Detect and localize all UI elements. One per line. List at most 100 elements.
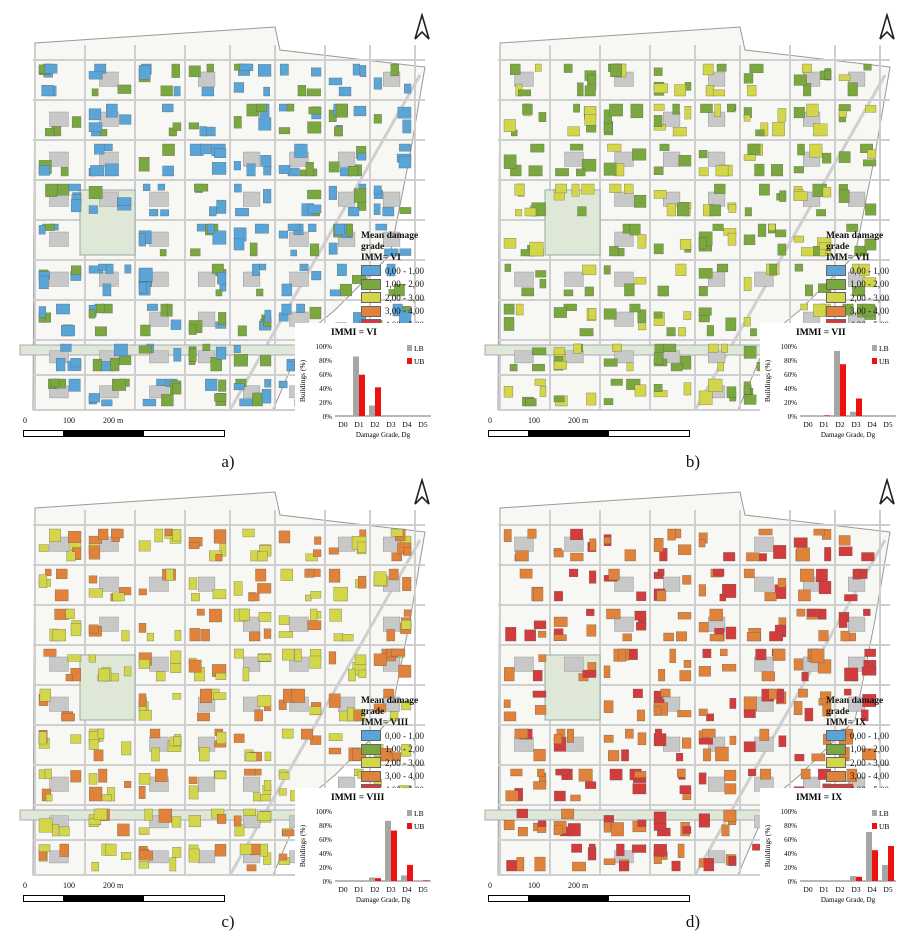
- building: [698, 708, 708, 716]
- building: [218, 379, 227, 392]
- building: [121, 741, 132, 756]
- legend-title: Mean damage grade: [361, 696, 419, 717]
- building: [278, 788, 287, 796]
- building: [334, 126, 343, 137]
- building: [748, 768, 757, 777]
- building: [68, 531, 82, 543]
- building: [538, 112, 547, 123]
- building: [244, 768, 256, 776]
- legend-swatch: [826, 292, 846, 304]
- building: [586, 392, 597, 406]
- building: [88, 108, 102, 121]
- chart-title: IMMI = VII: [796, 328, 846, 338]
- building: [805, 284, 813, 297]
- building: [743, 114, 751, 122]
- damage-distribution-chart: IMMI = IX 0% 20% 40% 60% 80% 100% Buildings (%)…: [760, 788, 905, 910]
- building: [653, 811, 667, 825]
- building: [88, 393, 100, 403]
- building: [234, 824, 245, 837]
- building: [61, 325, 75, 337]
- building: [510, 63, 521, 75]
- unassessed-building: [49, 151, 69, 167]
- building: [725, 317, 737, 331]
- building: [98, 768, 108, 783]
- building: [571, 183, 580, 197]
- building: [663, 632, 674, 642]
- building: [729, 698, 737, 709]
- legend-item: 3,00 - 4,00: [361, 770, 441, 784]
- bar-chart: IMMI = VI 0% 20% 40% 60% 80% 100% Buildings (%)…: [298, 328, 431, 439]
- building: [584, 85, 596, 97]
- legend-intensity: IMM= IX: [826, 718, 866, 728]
- panel-caption: a): [221, 452, 235, 471]
- building: [120, 852, 132, 860]
- building: [71, 116, 82, 128]
- building: [555, 168, 569, 177]
- building: [88, 624, 99, 634]
- building: [862, 303, 875, 317]
- building: [394, 284, 405, 297]
- building: [138, 233, 146, 247]
- building: [287, 223, 301, 231]
- building: [144, 808, 153, 821]
- y-tick-label: 100%: [316, 343, 333, 351]
- building: [535, 270, 547, 278]
- building: [278, 127, 291, 135]
- building: [719, 593, 727, 602]
- building: [138, 850, 153, 861]
- y-tick-label: 40%: [319, 385, 332, 393]
- building: [798, 589, 811, 602]
- building: [804, 707, 814, 722]
- building: [750, 328, 757, 337]
- unassessed-building: [49, 776, 69, 792]
- x-tick-label: D5: [418, 420, 427, 429]
- x-tick-label: D4: [402, 885, 411, 894]
- bar-lb: [866, 832, 872, 881]
- building: [173, 348, 182, 362]
- building: [838, 151, 851, 163]
- x-axis-label: Damage Grade, Dg: [821, 431, 876, 439]
- scale-segment: [488, 895, 530, 902]
- building: [811, 753, 826, 762]
- building: [391, 552, 402, 562]
- building: [264, 309, 272, 323]
- building: [309, 306, 322, 320]
- building: [354, 188, 367, 203]
- building: [348, 207, 360, 217]
- district-map: [19, 26, 426, 411]
- legend-swatch: [826, 305, 846, 317]
- building: [188, 122, 200, 130]
- north-arrow-icon: [879, 13, 895, 40]
- building: [91, 861, 99, 872]
- x-tick-label: D2: [370, 420, 379, 429]
- scale-segment: [143, 430, 225, 437]
- building: [618, 861, 630, 872]
- building: [68, 183, 81, 192]
- building: [173, 86, 181, 97]
- building: [138, 65, 151, 80]
- bar-lb: [818, 415, 824, 416]
- building: [553, 361, 567, 370]
- building: [55, 358, 66, 372]
- building: [402, 577, 412, 591]
- building: [336, 263, 347, 276]
- building: [196, 608, 205, 616]
- building: [589, 570, 597, 584]
- building: [679, 239, 692, 250]
- building: [214, 771, 227, 780]
- building: [653, 103, 665, 111]
- building: [634, 384, 647, 397]
- damage-distribution-chart: IMMI = VII 0% 20% 40% 60% 80% 100% Buildings (%…: [760, 323, 905, 445]
- building: [653, 166, 664, 175]
- building: [310, 735, 322, 745]
- building: [725, 626, 737, 640]
- building: [838, 189, 850, 203]
- legend-classes: 0,00 - 1,00 1,00 - 2,00 2,00 - 3,00 3,00 - …: [826, 729, 906, 797]
- building: [533, 587, 544, 602]
- unassessed-building: [614, 616, 634, 632]
- building: [306, 88, 321, 97]
- building: [749, 63, 764, 73]
- x-tick-label: D4: [867, 885, 876, 894]
- building: [772, 122, 785, 137]
- building: [603, 734, 614, 743]
